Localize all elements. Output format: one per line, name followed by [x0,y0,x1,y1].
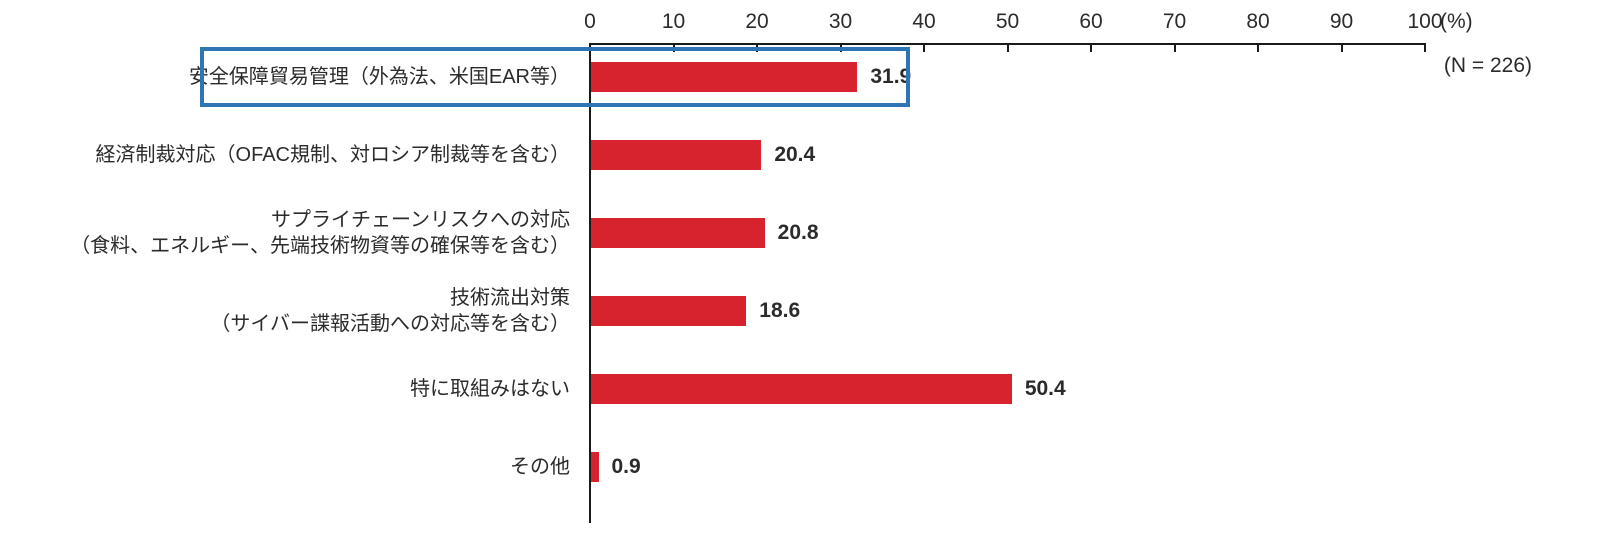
x-tick-label: 0 [584,10,596,33]
bar-row: 特に取組みはない 50.4 [0,374,1600,404]
bar [591,62,858,92]
x-tick-mark [839,44,842,52]
x-tick-label: 40 [912,10,936,33]
category-label: 技術流出対策 （サイバー諜報活動への対応等を含む） [210,287,570,335]
value-label: 31.9 [870,65,912,88]
category-label: 経済制裁対応（OFAC規制、対ロシア制裁等を含む） [95,144,570,166]
x-tick-label: 90 [1329,10,1354,33]
value-label: 18.6 [759,299,801,322]
x-axis-line [590,43,1426,45]
value-label: 20.4 [774,143,816,166]
x-tick-mark [1090,44,1092,52]
bar [591,374,1012,404]
x-tick-mark [756,44,758,52]
x-tick-mark [672,44,675,52]
x-tick-label: 60 [1079,10,1103,33]
bar [591,296,747,326]
value-label: 0.9 [611,455,641,478]
x-tick-label: 100 [1407,10,1443,33]
x-tick-mark [923,44,925,52]
bar-row: 経済制裁対応（OFAC規制、対ロシア制裁等を含む） 20.4 [0,140,1600,170]
category-label: 安全保障貿易管理（外為法、米国EAR等） [188,66,570,88]
bar [591,452,599,482]
bar [591,140,762,170]
bar-row: その他 0.9 [0,452,1600,482]
bar [591,218,765,248]
x-tick-mark [1006,44,1009,52]
bar-row: 技術流出対策 （サイバー諜報活動への対応等を含む） 18.6 [0,287,1600,335]
x-tick-label: 50 [995,10,1020,33]
x-tick-label: 20 [745,10,769,33]
x-tick-mark [1257,44,1259,52]
x-tick-mark [1173,44,1176,52]
x-tick-mark [1340,44,1343,52]
category-label: 特に取組みはない [410,378,570,400]
category-label: その他 [510,456,570,478]
x-tick-label: 70 [1162,10,1187,33]
x-axis-unit-label: (%) [1440,10,1473,33]
bar-row: サプライチェーンリスクへの対応 （食料、エネルギー、先端技術物資等の確保等を含む… [0,209,1600,257]
bar-row: 安全保障貿易管理（外為法、米国EAR等） 31.9 [0,62,1600,92]
value-label: 20.8 [777,221,819,244]
x-tick-label: 10 [661,10,686,33]
sample-size-label: (N = 226) [1443,54,1532,77]
category-label: サプライチェーンリスクへの対応 （食料、エネルギー、先端技術物資等の確保等を含む… [70,209,570,257]
y-axis-line [589,43,591,523]
x-tick-mark [1424,44,1426,52]
x-tick-label: 80 [1246,10,1270,33]
value-label: 50.4 [1024,377,1066,400]
x-tick-label: 30 [828,10,853,33]
